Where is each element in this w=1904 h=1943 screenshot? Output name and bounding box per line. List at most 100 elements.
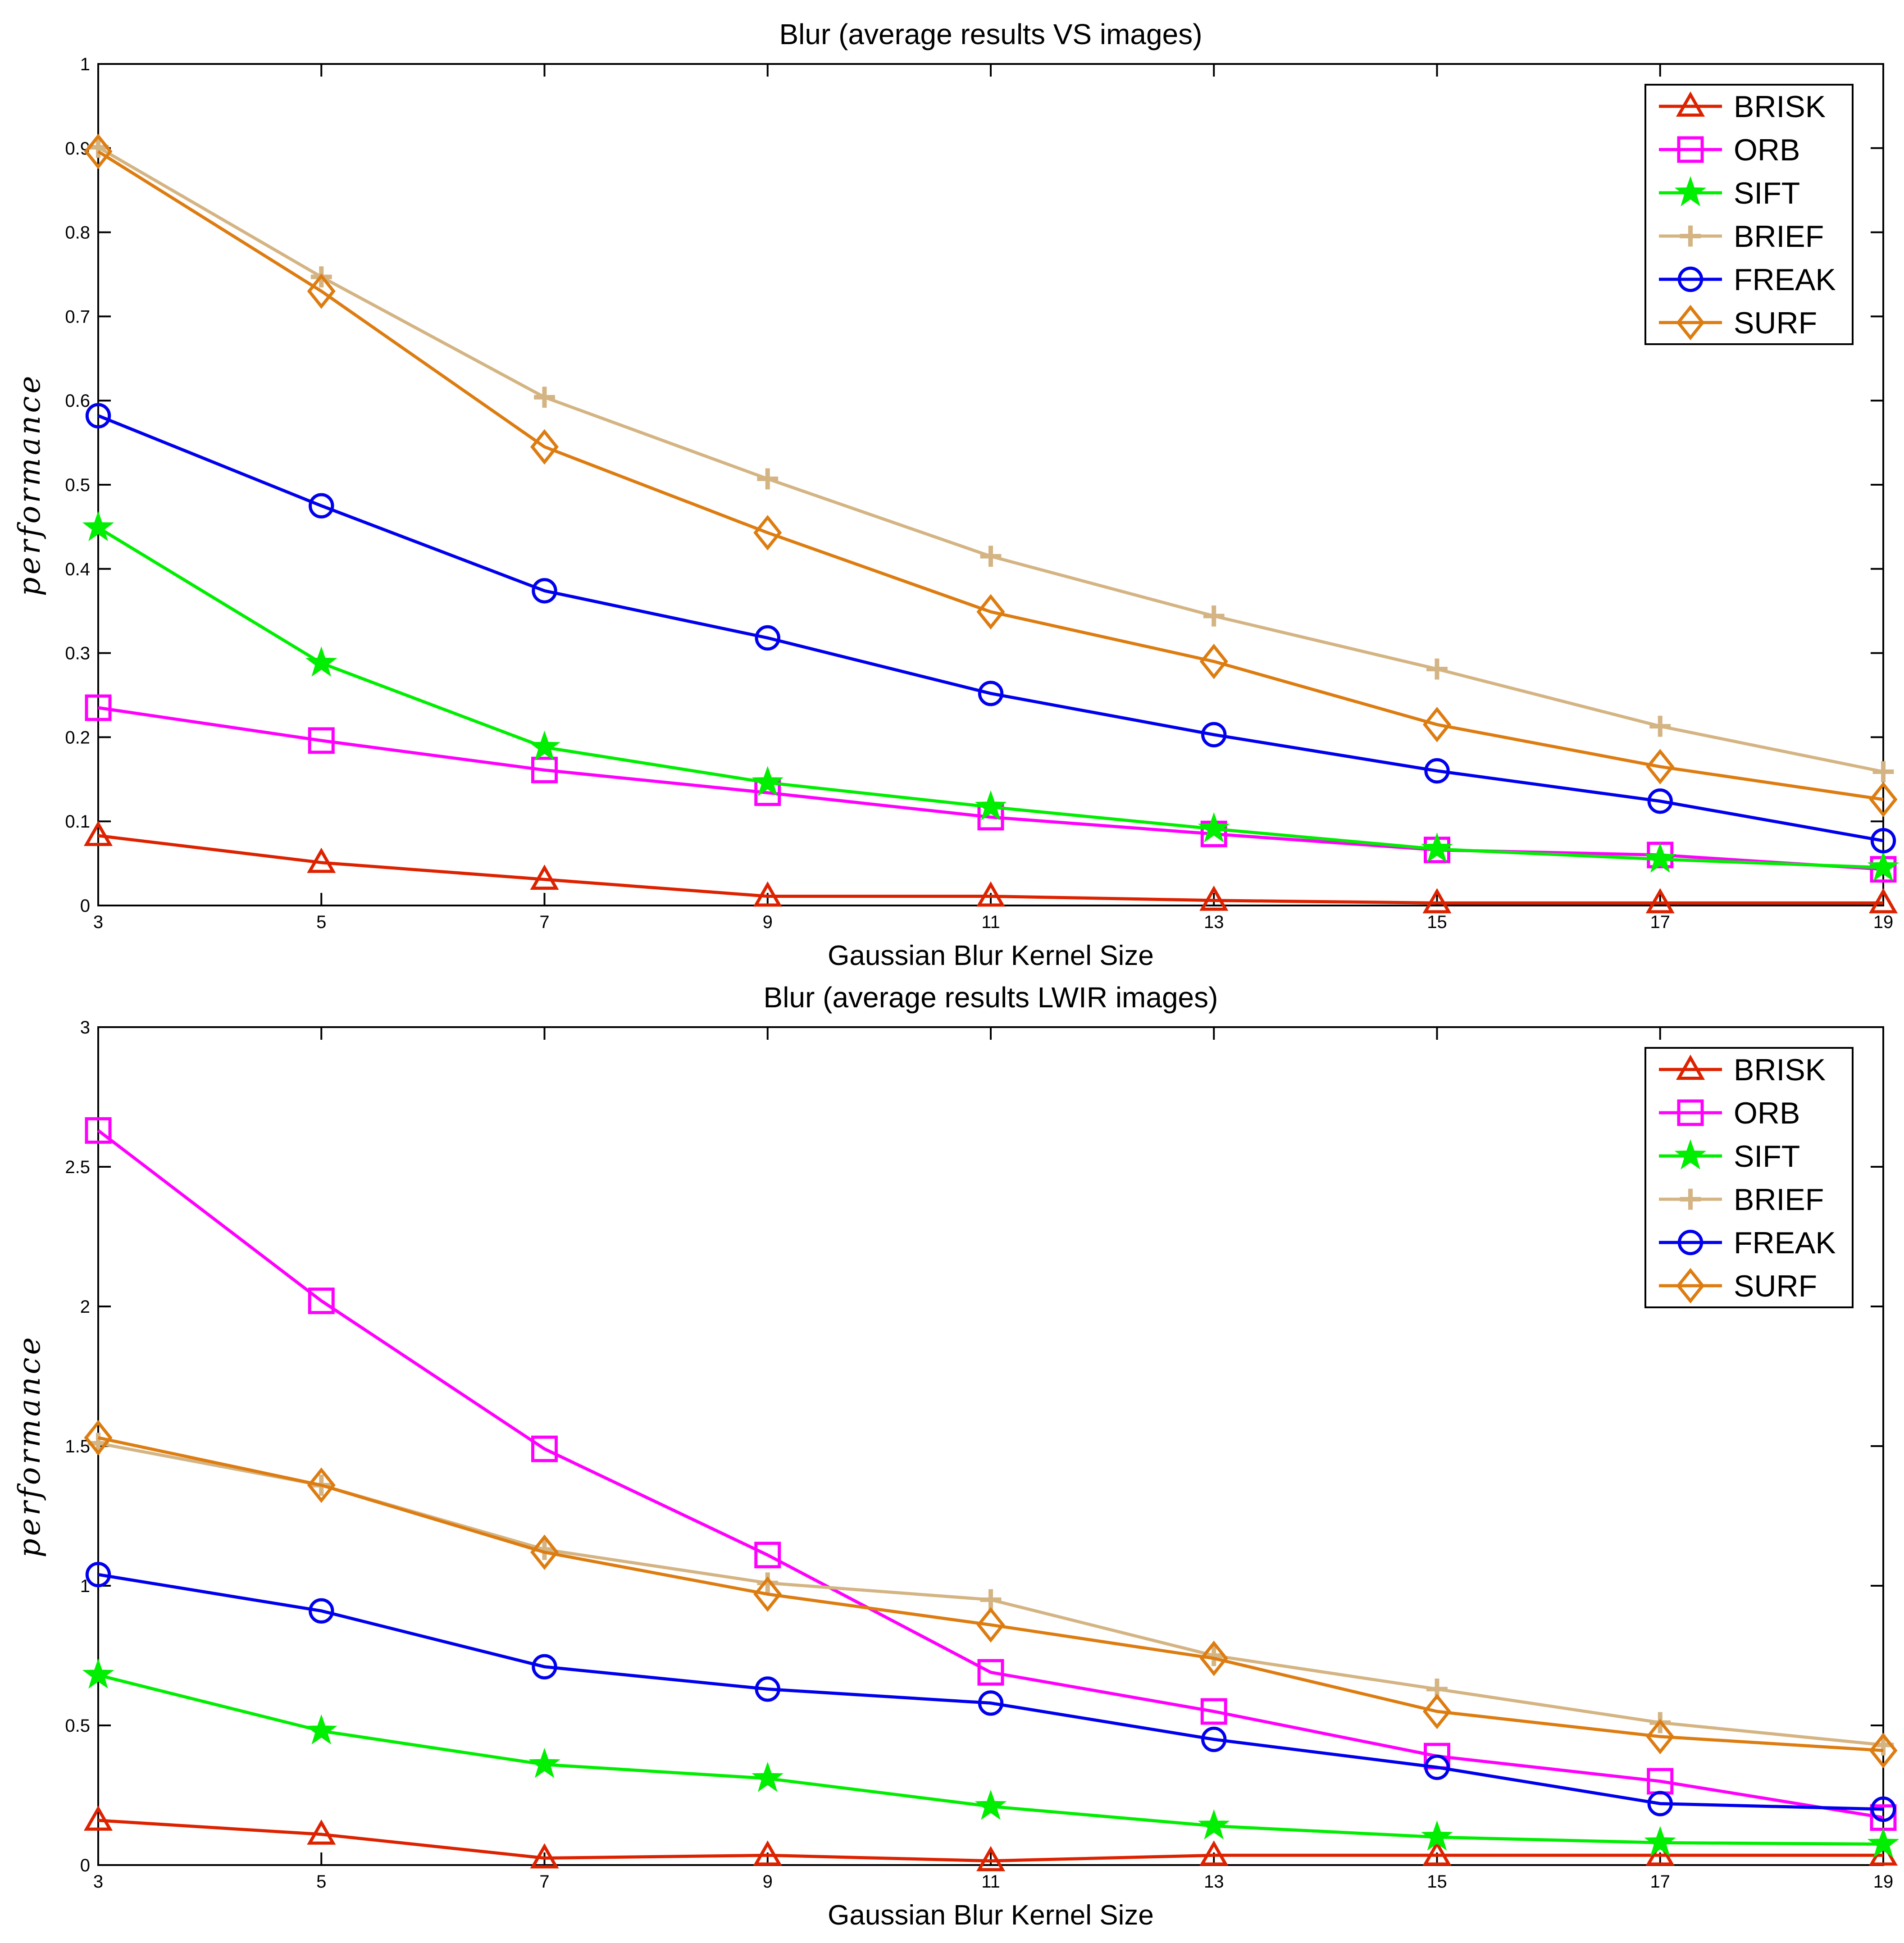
y-axis-label: performance (12, 1334, 47, 1557)
legend-marker-brief (1680, 1188, 1701, 1210)
data-point-freak (85, 403, 111, 429)
x-axis-label: Gaussian Blur Kernel Size (828, 940, 1154, 971)
legend-marker-brief (1680, 225, 1701, 247)
data-point-freak (755, 625, 780, 651)
series-line-freak (97, 414, 1884, 842)
legend-marker-freak (1677, 1229, 1704, 1256)
x-tick-label: 15 (1427, 912, 1447, 932)
legend-label-brief: BRIEF (1734, 219, 1824, 254)
data-point-surf (976, 594, 1005, 630)
data-point-brisk (1422, 1840, 1452, 1866)
data-point-brisk (1422, 888, 1452, 914)
data-point-freak (1201, 1726, 1227, 1752)
data-point-brisk (976, 1846, 1006, 1871)
data-point-freak (1647, 788, 1673, 814)
plot-area (97, 1026, 1884, 1866)
legend-label-brief: BRIEF (1734, 1183, 1824, 1217)
data-point-sift (1421, 1820, 1453, 1851)
data-point-freak (1647, 1791, 1673, 1816)
x-tick-label: 7 (539, 1872, 549, 1892)
series-sift (82, 511, 1899, 881)
x-axis-label: Gaussian Blur Kernel Size (828, 1900, 1154, 1931)
legend-marker-surf (1676, 305, 1705, 341)
y-tick-label: 0 (80, 896, 90, 916)
legend-label-sift: SIFT (1734, 1139, 1800, 1174)
y-tick-label: 0.7 (65, 307, 90, 327)
series-line-brisk (98, 834, 1883, 905)
chart-2: Blur (average results LWIR images) Gaussi… (12, 981, 1899, 1931)
x-tick-label: 15 (1427, 1872, 1447, 1892)
y-tick-label: 0.1 (65, 812, 90, 832)
x-tick-label: 19 (1873, 1872, 1894, 1892)
legend-label-orb: ORB (1734, 1096, 1800, 1130)
data-point-sift (975, 1789, 1007, 1820)
data-point-surf (307, 1467, 336, 1503)
data-point-surf (84, 1420, 113, 1456)
data-point-sift (1198, 812, 1230, 843)
x-tick-label: 19 (1873, 912, 1894, 932)
legend-box (1644, 1047, 1854, 1308)
y-tick-label: 3 (80, 1018, 90, 1037)
y-tick-label: 2 (80, 1297, 90, 1317)
data-point-brief (1203, 605, 1225, 627)
data-point-freak (978, 681, 1004, 706)
data-point-brisk (83, 820, 113, 846)
data-point-sift (975, 790, 1007, 821)
data-point-surf (1869, 1733, 1898, 1769)
data-point-sift (528, 1747, 560, 1778)
data-point-freak (1201, 722, 1227, 747)
legend-box (1644, 84, 1854, 345)
series-line-orb (98, 706, 1884, 871)
data-point-surf (530, 429, 559, 465)
data-point-orb (531, 1435, 558, 1462)
data-point-surf (530, 1534, 559, 1570)
data-point-sift (1644, 842, 1676, 873)
data-point-freak (1424, 758, 1450, 784)
data-point-brisk (753, 1840, 782, 1866)
x-tick-label: 3 (93, 912, 103, 932)
legend-marker-brisk (1676, 91, 1705, 117)
series-freak (85, 403, 1896, 854)
legend-label-surf: SURF (1734, 1269, 1817, 1303)
data-point-freak (755, 1676, 780, 1702)
data-point-surf (976, 1607, 1005, 1643)
data-point-brief (757, 1572, 779, 1594)
data-point-surf (1646, 1719, 1675, 1755)
data-point-freak (1870, 1796, 1896, 1822)
data-point-brisk (976, 881, 1006, 907)
chart-title: Blur (average results LWIR images) (764, 981, 1218, 1014)
data-point-sift (82, 1658, 114, 1689)
data-point-surf (753, 515, 782, 551)
x-tick-label: 17 (1650, 912, 1671, 932)
data-point-brisk (1199, 1840, 1229, 1866)
y-tick-label: 0.5 (65, 475, 90, 495)
legend-label-freak: FREAK (1734, 1226, 1836, 1260)
data-point-surf (1869, 782, 1898, 818)
legend-marker-surf (1676, 1268, 1705, 1304)
legend-marker-brisk (1676, 1054, 1705, 1080)
data-point-freak (1424, 1754, 1450, 1780)
legend-label-brisk: BRISK (1734, 1053, 1826, 1087)
data-point-surf (1199, 643, 1228, 679)
data-point-brisk (1868, 888, 1898, 914)
data-point-brief (1872, 761, 1894, 783)
data-point-orb (308, 1288, 335, 1315)
x-tick-label: 17 (1650, 1872, 1671, 1892)
legend-marker-sift (1674, 176, 1707, 206)
legend-marker-sift (1674, 1139, 1707, 1169)
y-tick-label: 2.5 (65, 1157, 90, 1177)
y-tick-label: 0.9 (65, 139, 90, 159)
data-point-brief (980, 1589, 1002, 1611)
data-point-freak (978, 1690, 1004, 1716)
data-point-surf (1199, 1640, 1228, 1676)
data-point-surf (1422, 1693, 1452, 1729)
data-point-orb (754, 1542, 781, 1569)
legend-label-brisk: BRISK (1734, 90, 1826, 124)
series-brisk (83, 820, 1898, 914)
chart-1: Blur (average results VS images) Gaussian… (12, 18, 1899, 971)
series-surf (84, 1420, 1898, 1769)
data-point-brisk (1199, 885, 1229, 911)
series-line-freak (98, 1573, 1884, 1811)
y-tick-label: 0.6 (65, 391, 90, 411)
data-point-orb (85, 694, 112, 721)
